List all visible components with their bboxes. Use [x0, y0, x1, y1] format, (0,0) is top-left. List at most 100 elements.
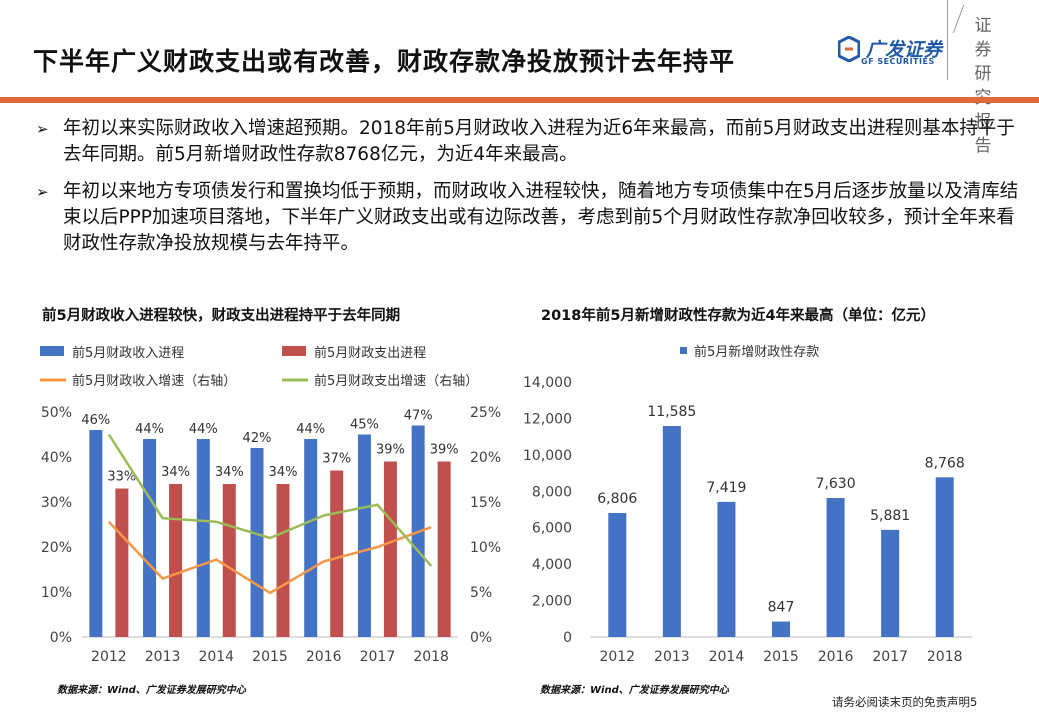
bar	[608, 513, 627, 637]
chart-title: 前5月财政收入进程较快，财政支出进程持平于去年同期	[42, 308, 401, 324]
chart-source: 数据来源：Wind、广发证券发展研究中心	[540, 685, 729, 696]
y-right-tick-label: 20%	[470, 450, 501, 466]
x-tick-label: 2014	[709, 649, 745, 665]
bullet-text: 年初以来地方专项债发行和置换均低于预期，而财政收入进程较快，随着地方专项债集中在…	[63, 181, 1019, 254]
y-tick-label: 14,000	[523, 375, 572, 391]
x-tick-label: 2016	[818, 649, 854, 665]
bullet-arrow-icon: ➢	[36, 120, 49, 138]
y-tick-label: 2,000	[532, 594, 572, 610]
data-label: 847	[768, 600, 795, 616]
report-type-tag: 证券研究报告	[974, 16, 992, 156]
y-tick-label: 12,000	[523, 411, 572, 427]
data-label: 8,768	[925, 455, 965, 471]
y-tick-label: 4,000	[532, 557, 572, 573]
data-label: 47%	[404, 409, 433, 424]
bar	[826, 498, 845, 637]
data-label: 7,419	[706, 480, 746, 496]
header-slash-divider	[952, 4, 965, 34]
y-right-tick-label: 15%	[470, 495, 501, 511]
data-label: 6,806	[597, 491, 637, 507]
bar	[717, 501, 736, 637]
bar	[115, 488, 129, 637]
data-label: 34%	[269, 465, 298, 480]
legend-label: 前5月新增财政性存款	[694, 344, 819, 360]
footer-disclaimer: 请务必阅读末页的免责声明5	[832, 694, 977, 710]
x-tick-label: 2017	[360, 649, 396, 665]
y-right-tick-label: 5%	[470, 585, 492, 601]
x-tick-label: 2012	[599, 649, 635, 665]
bar	[276, 484, 290, 637]
y-right-tick-label: 10%	[470, 540, 501, 556]
bar	[143, 439, 157, 637]
bar	[935, 477, 954, 637]
bar	[383, 461, 397, 637]
y-left-tick-label: 10%	[41, 585, 72, 601]
data-label: 42%	[243, 431, 272, 446]
bar	[662, 425, 681, 637]
company-logo-subtext: GF SECURITIES	[861, 57, 935, 66]
bar	[196, 439, 210, 637]
company-logo-icon	[838, 36, 860, 62]
x-tick-label: 2015	[763, 649, 799, 665]
y-tick-label: 0	[563, 630, 572, 646]
bar	[357, 434, 371, 637]
data-label: 33%	[107, 470, 136, 485]
y-right-tick-label: 0%	[470, 630, 492, 646]
data-label: 11,585	[647, 404, 696, 420]
company-logo-text: 广发证券	[866, 39, 943, 61]
x-tick-label: 2016	[306, 649, 342, 665]
header-accent-rule	[0, 97, 1039, 103]
disclaimer-text: 请务必阅读末页的免责声明	[832, 695, 970, 709]
data-label: 34%	[215, 465, 244, 480]
bullet-text: 年初以来实际财政收入增速超预期。2018年前5月财政收入进程为近6年来最高，而前…	[63, 118, 1015, 165]
series-line	[107, 520, 432, 595]
chart-source: 数据来源：Wind、广发证券发展研究中心	[57, 685, 246, 696]
bar	[881, 529, 900, 637]
x-tick-label: 2013	[654, 649, 690, 665]
x-tick-label: 2018	[413, 649, 449, 665]
y-left-tick-label: 20%	[41, 540, 72, 556]
bullet-arrow-icon: ➢	[36, 183, 49, 201]
bar	[89, 430, 103, 637]
data-label: 46%	[81, 413, 110, 428]
series-line	[107, 433, 433, 567]
data-label: 44%	[135, 422, 164, 437]
y-tick-label: 8,000	[532, 484, 572, 500]
legend-label: 前5月财政支出增速（右轴）	[314, 373, 478, 389]
bar	[437, 461, 451, 637]
page-number: 5	[970, 695, 978, 709]
chart-title: 2018年前5月新增财政性存款为近4年来最高（单位：亿元）	[541, 308, 936, 324]
data-label: 39%	[376, 443, 405, 458]
page-title: 下半年广义财政支出或有改善，财政存款净投放预计去年持平	[33, 47, 736, 76]
y-tick-label: 6,000	[532, 521, 572, 537]
bar	[330, 470, 344, 637]
data-label: 34%	[161, 465, 190, 480]
bar	[250, 448, 264, 637]
y-left-tick-label: 0%	[50, 630, 72, 646]
legend-label: 前5月财政收入增速（右轴）	[72, 373, 236, 389]
data-label: 44%	[189, 422, 218, 437]
header-divider	[947, 0, 948, 80]
bar	[169, 484, 183, 637]
legend-label: 前5月财政收入进程	[72, 345, 184, 361]
data-label: 44%	[296, 422, 325, 437]
data-label: 37%	[322, 452, 351, 467]
legend-swatch	[282, 346, 306, 356]
bar	[304, 439, 318, 637]
x-tick-label: 2018	[927, 649, 963, 665]
y-tick-label: 10,000	[523, 448, 572, 464]
legend-label: 前5月财政支出进程	[314, 345, 426, 361]
y-left-tick-label: 40%	[41, 450, 72, 466]
y-left-tick-label: 50%	[41, 405, 72, 421]
bar	[222, 484, 236, 637]
data-label: 45%	[350, 418, 379, 433]
legend-swatch	[680, 347, 687, 354]
data-label: 5,881	[870, 508, 910, 524]
fiscal-deposit-chart: 前5月新增财政性存款 0 2,000 4,000 6,000 8,000 10,000 12,…	[523, 344, 972, 665]
x-tick-label: 2014	[198, 649, 234, 665]
data-label: 7,630	[816, 476, 856, 492]
bar	[772, 621, 790, 637]
legend-swatch	[40, 346, 64, 356]
x-tick-label: 2017	[872, 649, 908, 665]
